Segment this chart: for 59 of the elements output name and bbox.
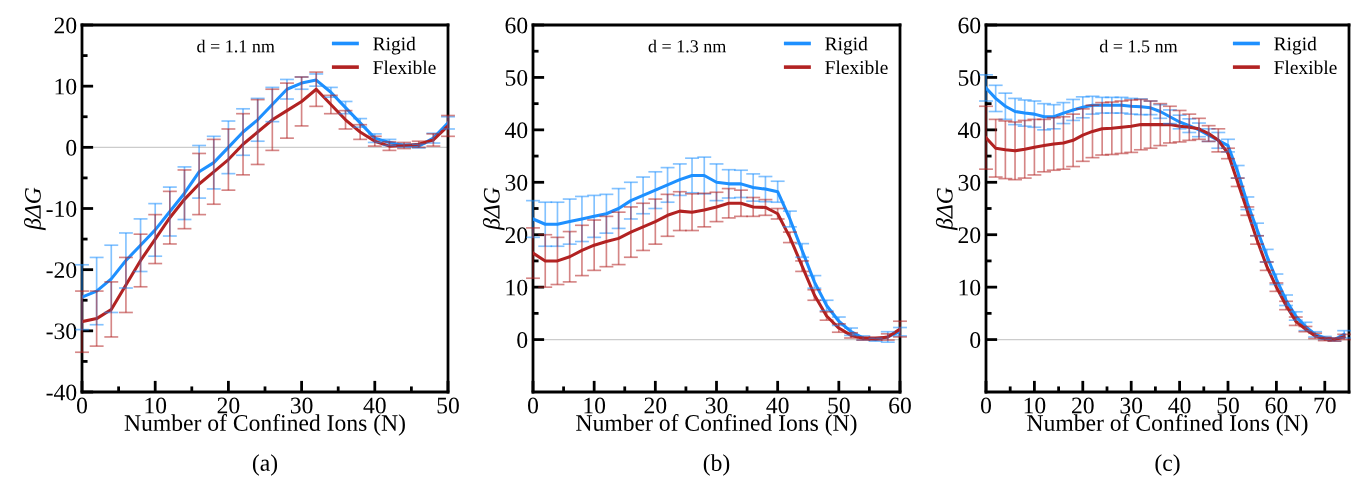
y-tick-label: 10 [959,279,981,296]
annotation: d = 1.3 nm [648,39,727,53]
x-tick-label: 20 [217,397,240,414]
y-tick-label: 0 [970,332,981,348]
y-axis-title: βΔG [482,187,505,231]
y-tick-label: 20 [54,17,77,34]
x-tick-label: 50 [828,397,850,414]
text: (b) [703,454,730,476]
x-axis-title: Number of Confined Ions (N) [124,414,405,436]
y-tick-label: 0 [66,139,77,156]
legend-label: Rigid [373,36,416,55]
line-series [533,173,900,342]
y-axis-title: βΔG [24,187,46,231]
x-axis-title: Number of Confined Ions (N) [576,414,857,436]
legend-label: Flexible [373,60,436,75]
x-tick-label: 30 [290,397,313,414]
x-tick-label: 50 [1217,397,1239,414]
y-tick-label: 40 [504,122,528,139]
y-tick-label: 10 [55,78,77,95]
x-tick-label: 20 [1072,397,1094,414]
y-tick-label: 20 [505,227,528,244]
line-series [533,201,900,341]
y-tick-label: 60 [505,17,528,34]
y-tick-label: 50 [505,69,528,86]
y-tick-label: 60 [958,17,981,34]
x-tick-label: 40 [766,397,789,414]
x-tick-label: 50 [437,397,459,414]
legend-label: Flexible [825,60,888,75]
annotation: d = 1.1 nm [197,39,275,53]
y-tick-label: 0 [517,332,528,348]
legend-label: Flexible [1274,60,1337,75]
y-tick-label: 10 [506,279,528,296]
y-tick-label: -30 [46,323,77,340]
y-tick-label: 30 [505,174,528,191]
x-tick-label: 70 [1314,397,1336,414]
y-tick-label: 30 [958,174,981,191]
y-tick-label: 50 [958,69,981,86]
legend-label: Rigid [825,36,868,55]
x-tick-label: 40 [1168,397,1191,414]
y-tick-label: 20 [958,227,981,244]
y-tick-label: 40 [957,122,981,139]
x-tick-label: 40 [363,397,386,414]
x-tick-label: 10 [584,397,606,414]
x-tick-label: 60 [889,397,911,414]
y-tick-label: -20 [46,262,77,279]
text: (c) [1155,454,1180,476]
x-tick-label: 30 [705,397,728,414]
text: (a) [252,454,278,476]
x-tick-label: 10 [1024,397,1046,414]
x-tick-label: 10 [145,397,167,414]
x-tick-label: 20 [644,397,667,414]
annotation: d = 1.5 nm [1099,39,1178,53]
x-axis-title: Number of Confined Ions (N) [1027,414,1308,436]
y-tick-label: -10 [46,200,77,217]
y-axis-title: βΔG [935,187,958,231]
x-tick-label: 60 [1265,397,1288,414]
x-tick-label: 30 [1120,397,1143,414]
y-tick-label: -40 [46,384,77,401]
legend-label: Rigid [1274,36,1317,55]
